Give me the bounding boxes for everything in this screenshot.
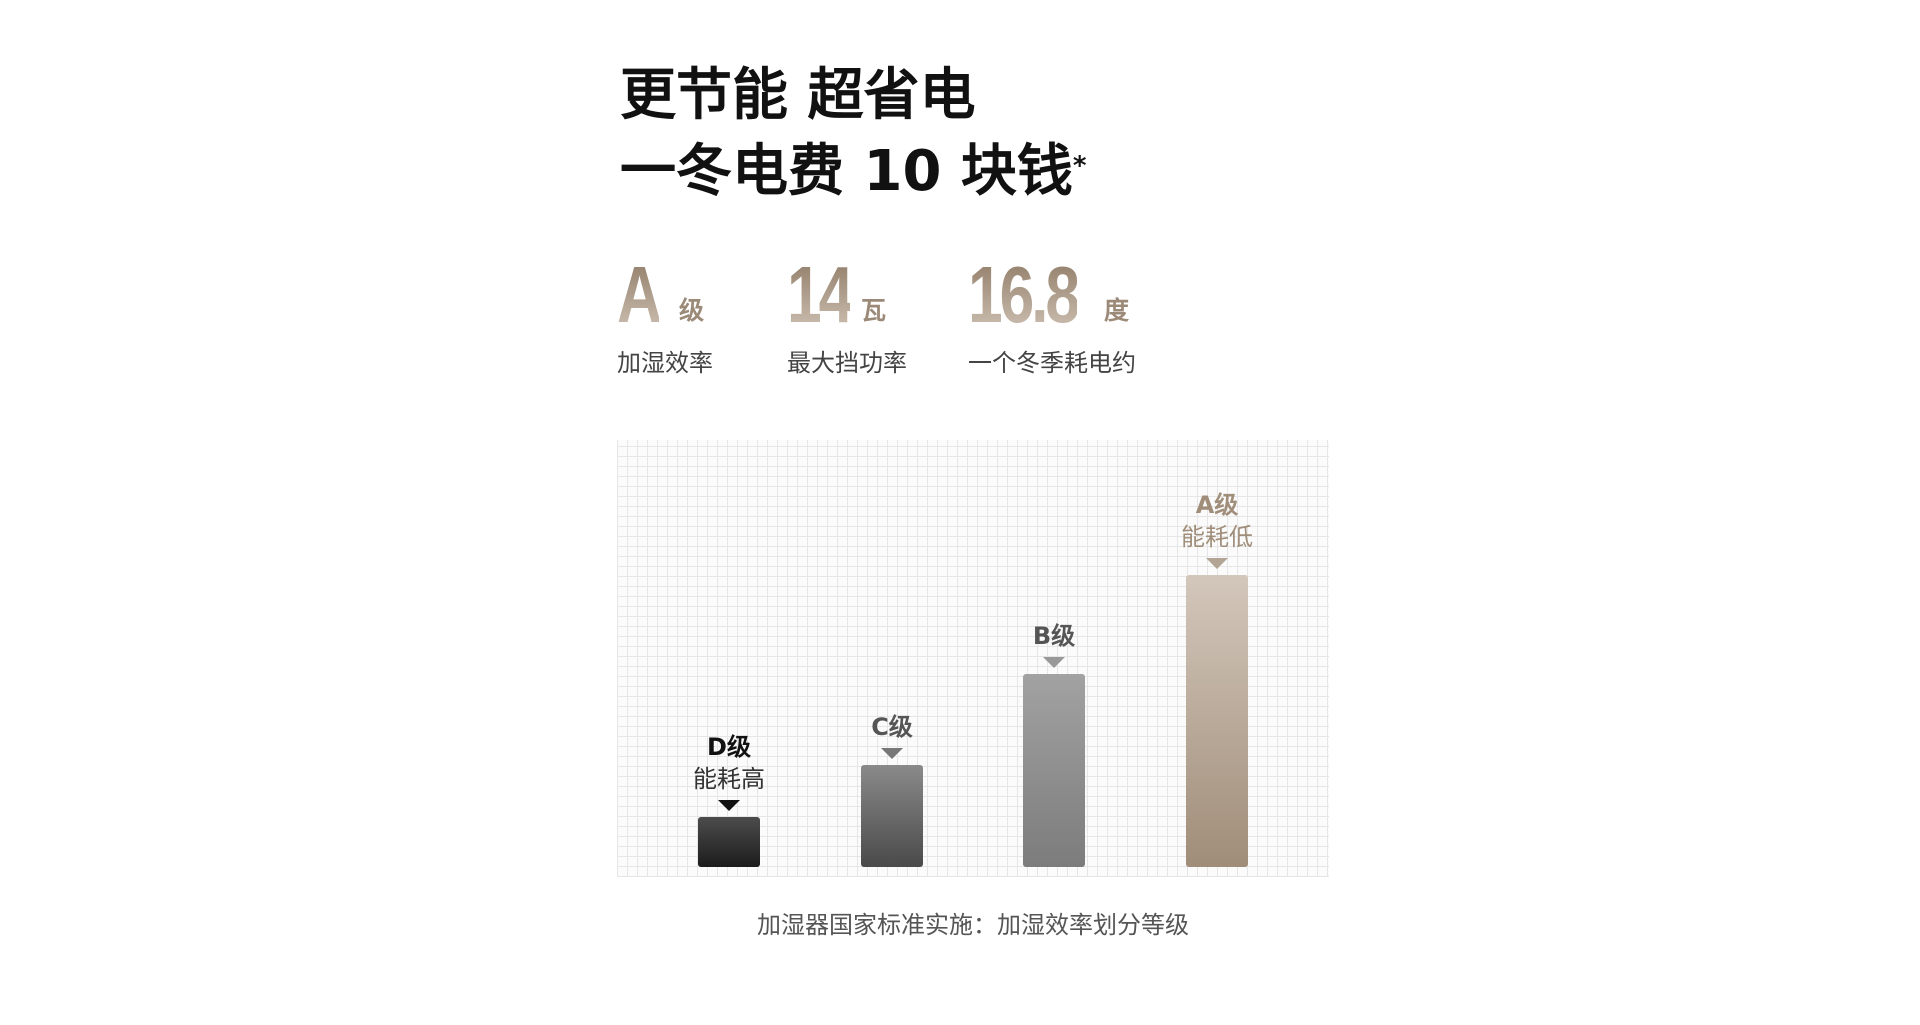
bar-label: D级能耗高 bbox=[669, 731, 789, 795]
bar-0 bbox=[698, 817, 760, 867]
bar-grade: A级 bbox=[1195, 491, 1239, 519]
pointer-triangle-icon bbox=[718, 800, 740, 812]
pointer-triangle-icon bbox=[881, 747, 903, 759]
bar-sublabel: 能耗高 bbox=[693, 765, 765, 794]
stat-value: A bbox=[617, 250, 662, 339]
bar-label: B级 bbox=[994, 620, 1114, 652]
bar-grade: D级 bbox=[707, 733, 751, 762]
caption: 加湿器国家标准实施：加湿效率划分等级 bbox=[757, 911, 1189, 939]
bar-sublabel: 能耗低 bbox=[1181, 523, 1253, 551]
bar-grade: C级 bbox=[871, 712, 913, 741]
stat-unit: 瓦 bbox=[861, 296, 887, 325]
bar-1 bbox=[861, 764, 923, 867]
bar-label: C级 bbox=[832, 711, 952, 743]
bar-grade: B级 bbox=[1032, 622, 1076, 651]
pointer-triangle-icon bbox=[1206, 558, 1228, 569]
stat-power: 14 瓦 最大挡功率 bbox=[787, 250, 907, 378]
stat-unit: 度 bbox=[1104, 296, 1130, 325]
stat-value: 16.8 bbox=[968, 250, 1080, 339]
stat-value: 14 bbox=[787, 250, 853, 339]
bar-2 bbox=[1023, 674, 1085, 867]
stat-label: 一个冬季耗电约 bbox=[968, 349, 1136, 377]
footnote-mark: * bbox=[1072, 151, 1087, 181]
stat-unit: 级 bbox=[679, 296, 705, 325]
headline-line2: 一冬电费 10 块钱 bbox=[620, 139, 1073, 204]
headline-line1: 更节能 超省电 bbox=[620, 63, 976, 128]
stat-consumption: 16.8 度 一个冬季耗电约 bbox=[968, 250, 1136, 378]
bar-label: A级能耗低 bbox=[1157, 489, 1277, 553]
stat-efficiency: A 级 加湿效率 bbox=[617, 250, 713, 378]
stat-label: 加湿效率 bbox=[617, 349, 713, 377]
bar-3 bbox=[1186, 575, 1248, 867]
stat-label: 最大挡功率 bbox=[787, 349, 907, 377]
headline: 更节能 超省电 一冬电费 10 块钱* bbox=[620, 58, 1087, 210]
pointer-triangle-icon bbox=[1043, 657, 1065, 669]
